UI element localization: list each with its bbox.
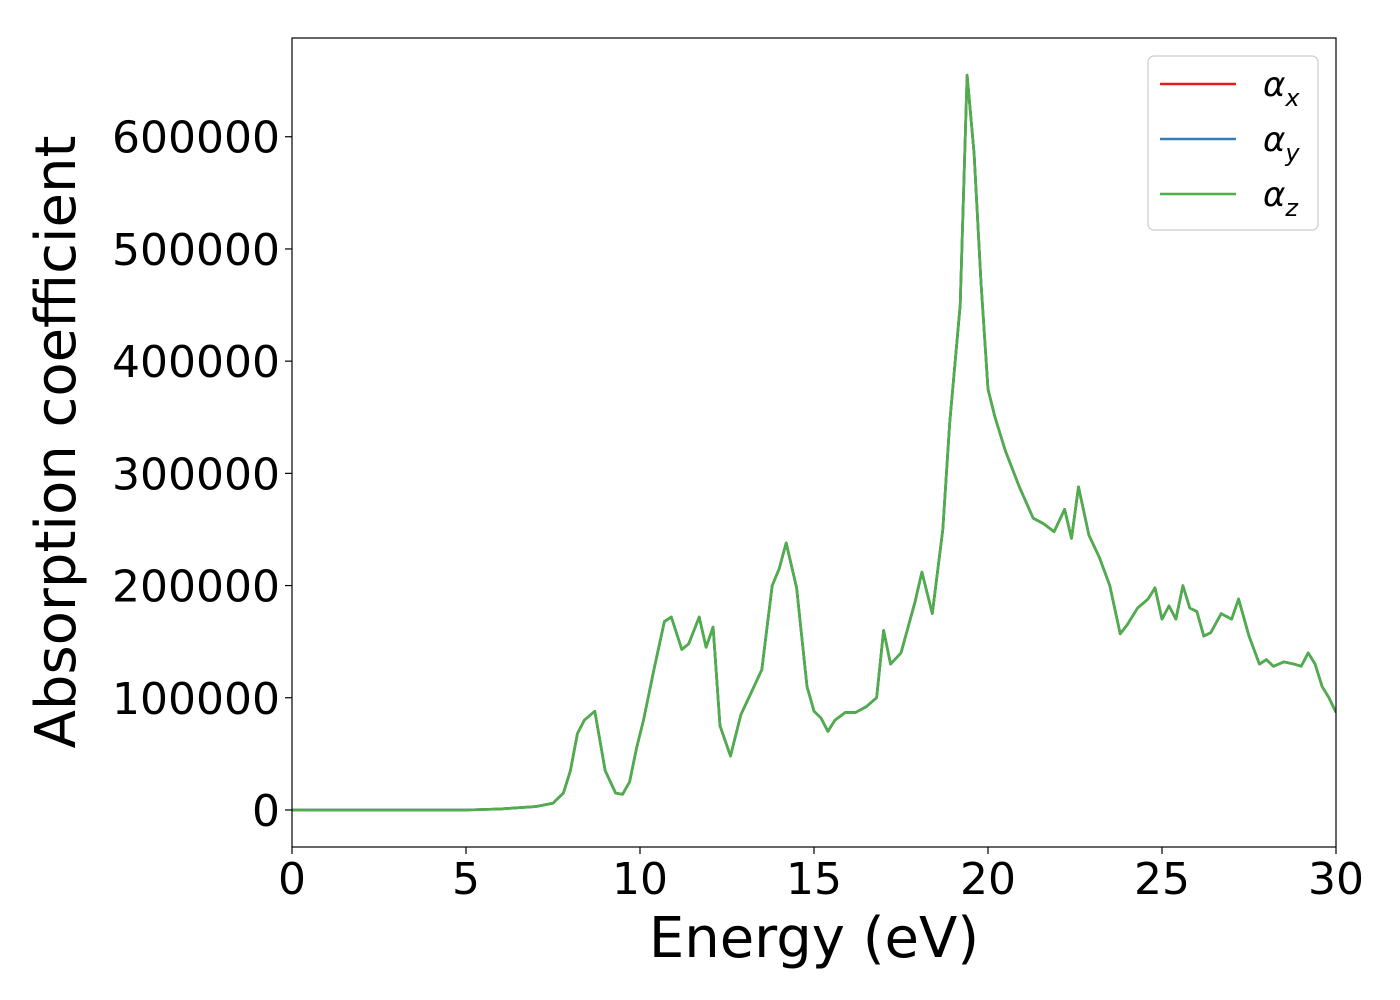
x-tick-label: 25 xyxy=(1134,854,1190,905)
x-tick-label: 20 xyxy=(960,854,1016,905)
series-layer xyxy=(292,73,1336,812)
y-tick-label: 600000 xyxy=(112,113,280,164)
y-tick-label: 400000 xyxy=(112,337,280,388)
x-tick-label: 0 xyxy=(278,854,306,905)
x-tick-label: 10 xyxy=(612,854,668,905)
y-axis-title: Absorption coefficient xyxy=(24,136,89,749)
legend-label: αz xyxy=(1263,175,1299,222)
x-tick-label: 5 xyxy=(452,854,480,905)
x-tick-label: 30 xyxy=(1308,854,1364,905)
x-tick-label: 15 xyxy=(786,854,842,905)
y-tick-label: 100000 xyxy=(112,674,280,725)
legend-box xyxy=(1147,55,1319,231)
y-tick-label: 500000 xyxy=(112,225,280,276)
y-tick-label: 0 xyxy=(252,786,280,837)
x-axis-ticks: 0 5 10 15 20 25 30 xyxy=(278,847,1364,905)
y-axis-ticks: 0 100000 200000 300000 400000 500000 600000 xyxy=(112,113,292,837)
y-tick-label: 300000 xyxy=(112,449,280,500)
series-line-αz xyxy=(292,73,1336,812)
legend-label: αx xyxy=(1263,65,1300,112)
legend-label: αy xyxy=(1263,120,1300,167)
y-tick-label: 200000 xyxy=(112,562,280,613)
x-axis-title: Energy (eV) xyxy=(649,906,979,971)
legend: αx αy αz xyxy=(1147,55,1319,231)
